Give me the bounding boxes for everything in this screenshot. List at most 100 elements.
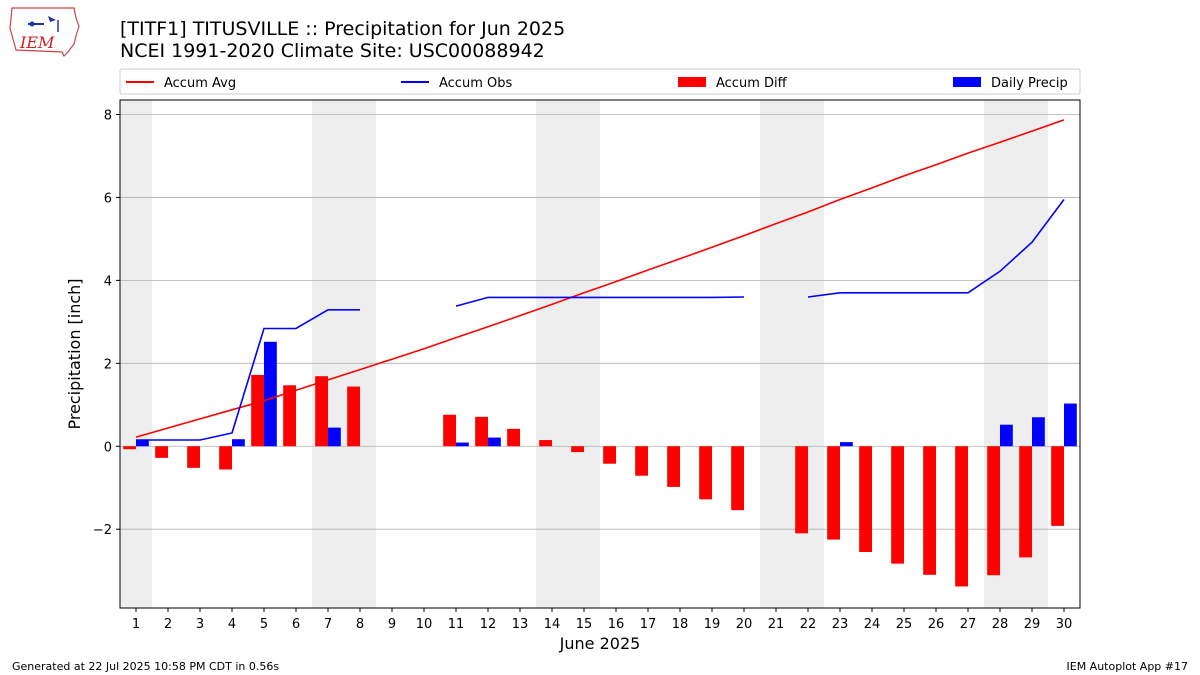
x-tick-label: 9: [388, 617, 396, 632]
bar-accum-diff-day-14: [539, 440, 552, 447]
legend-entry-label: Accum Diff: [716, 76, 788, 91]
gridlines: [120, 114, 1080, 530]
bar-accum-diff-day-3: [187, 446, 200, 468]
legend-entry-label: Accum Obs: [439, 76, 512, 91]
shade-day-7: [312, 100, 344, 608]
bar-daily-precip-day-4: [232, 439, 245, 447]
x-tick-label: 29: [1024, 617, 1041, 632]
x-tick-label: 26: [928, 617, 945, 632]
x-tick-label: 19: [704, 617, 721, 632]
x-tick-label: 28: [992, 617, 1009, 632]
x-tick-label: 23: [832, 617, 849, 632]
bar-accum-diff-day-27: [955, 446, 968, 587]
line-accum-obs: [136, 308, 360, 441]
bar-accum-diff-day-17: [635, 446, 648, 476]
bars: [123, 341, 1077, 587]
iem-logo: IEM: [8, 6, 82, 62]
legend-box: [119, 68, 1081, 95]
legend-entry-label: Daily Precip: [991, 76, 1068, 91]
bar-accum-diff-day-5: [251, 374, 264, 447]
x-tick-label: 8: [356, 617, 364, 632]
bar-accum-diff-day-16: [603, 446, 616, 464]
chart-title: [TITF1] TITUSVILLE :: Precipitation for …: [120, 18, 566, 40]
x-tick-label: 12: [480, 617, 497, 632]
bar-accum-diff-day-24: [859, 446, 872, 553]
x-tick-label: 25: [896, 617, 913, 632]
bar-accum-diff-day-13: [507, 428, 520, 447]
line-accum-obs: [807, 199, 1065, 298]
app-credit: IEM Autoplot App #17: [1066, 660, 1189, 673]
bar-daily-precip-day-1: [136, 440, 149, 447]
x-tick-label: 15: [576, 617, 593, 632]
bar-accum-diff-day-22: [795, 446, 808, 534]
x-tick-label: 20: [736, 617, 753, 632]
x-tick-label: 22: [800, 617, 817, 632]
x-tick-label: 1: [132, 617, 140, 632]
bar-accum-diff-day-11: [443, 414, 456, 447]
generated-timestamp: Generated at 22 Jul 2025 10:58 PM CDT in…: [12, 660, 280, 673]
bar-accum-diff-day-25: [891, 446, 904, 564]
svg-text:IEM: IEM: [19, 33, 55, 52]
bar-daily-precip-day-30: [1064, 403, 1077, 447]
bar-accum-diff-day-23: [827, 446, 840, 540]
x-axis-label: June 2025: [559, 634, 641, 653]
bar-daily-precip-day-11: [456, 442, 469, 447]
bar-accum-diff-day-29: [1019, 446, 1032, 558]
bar-accum-diff-day-12: [475, 416, 488, 447]
shade-day-1: [120, 100, 152, 608]
lines: [135, 119, 1065, 441]
weekend-shading: [120, 100, 1048, 608]
x-tick-label: 17: [640, 617, 657, 632]
bar-accum-diff-day-7: [315, 376, 328, 447]
x-tick-label: 7: [324, 617, 332, 632]
bar-daily-precip-day-28: [1000, 424, 1013, 447]
bar-accum-diff-day-19: [699, 446, 712, 500]
bar-daily-precip-day-12: [488, 437, 501, 447]
x-tick-label: 3: [196, 617, 204, 632]
x-tick-label: 30: [1056, 617, 1073, 632]
x-tick-label: 27: [960, 617, 977, 632]
bar-accum-diff-day-30: [1051, 446, 1064, 526]
bar-accum-diff-day-26: [923, 446, 936, 575]
x-tick-label: 14: [544, 617, 561, 632]
bar-accum-diff-day-20: [731, 446, 744, 511]
shade-day-15: [568, 100, 600, 608]
chart-subtitle: NCEI 1991-2020 Climate Site: USC00088942: [120, 40, 545, 62]
x-tick-label: 11: [448, 617, 465, 632]
bar-accum-diff-day-8: [347, 386, 360, 447]
bar-accum-diff-day-6: [283, 385, 296, 447]
bar-accum-diff-day-2: [155, 446, 168, 458]
y-tick-label: 4: [104, 274, 112, 289]
shade-day-14: [536, 100, 568, 608]
shade-day-21: [760, 100, 792, 608]
x-tick-label: 5: [260, 617, 268, 632]
bar-accum-diff-day-18: [667, 446, 680, 487]
x-tick-label: 21: [768, 617, 785, 632]
y-tick-label: 0: [104, 440, 112, 455]
y-axis-label: Precipitation [inch]: [65, 278, 84, 429]
bar-daily-precip-day-7: [328, 427, 341, 447]
bar-accum-diff-day-15: [571, 446, 584, 453]
bar-accum-diff-day-1: [123, 446, 136, 450]
plot-frame: [119, 99, 1081, 609]
x-tick-label: 4: [228, 617, 236, 632]
x-tick-label: 6: [292, 617, 300, 632]
x-tick-label: 2: [164, 617, 172, 632]
legend-swatch: [678, 77, 706, 87]
legend: Accum Avg Accum Obs Accum Diff Daily Precip: [119, 68, 1081, 95]
bar-daily-precip-day-23: [840, 442, 853, 447]
y-tick-label: 8: [104, 109, 112, 124]
legend-entry-label: Accum Avg: [164, 76, 236, 91]
x-tick-label: 18: [672, 617, 689, 632]
bar-accum-diff-day-4: [219, 446, 232, 470]
bar-daily-precip-day-5: [264, 341, 277, 447]
line-accum-obs: [455, 296, 745, 307]
y-tick-label: 2: [104, 357, 112, 372]
x-tick-label: 16: [608, 617, 625, 632]
bar-daily-precip-day-29: [1032, 417, 1045, 447]
y-tick-label: −2: [93, 523, 112, 538]
bar-accum-diff-day-28: [987, 446, 1000, 576]
x-tick-label: 13: [512, 617, 529, 632]
